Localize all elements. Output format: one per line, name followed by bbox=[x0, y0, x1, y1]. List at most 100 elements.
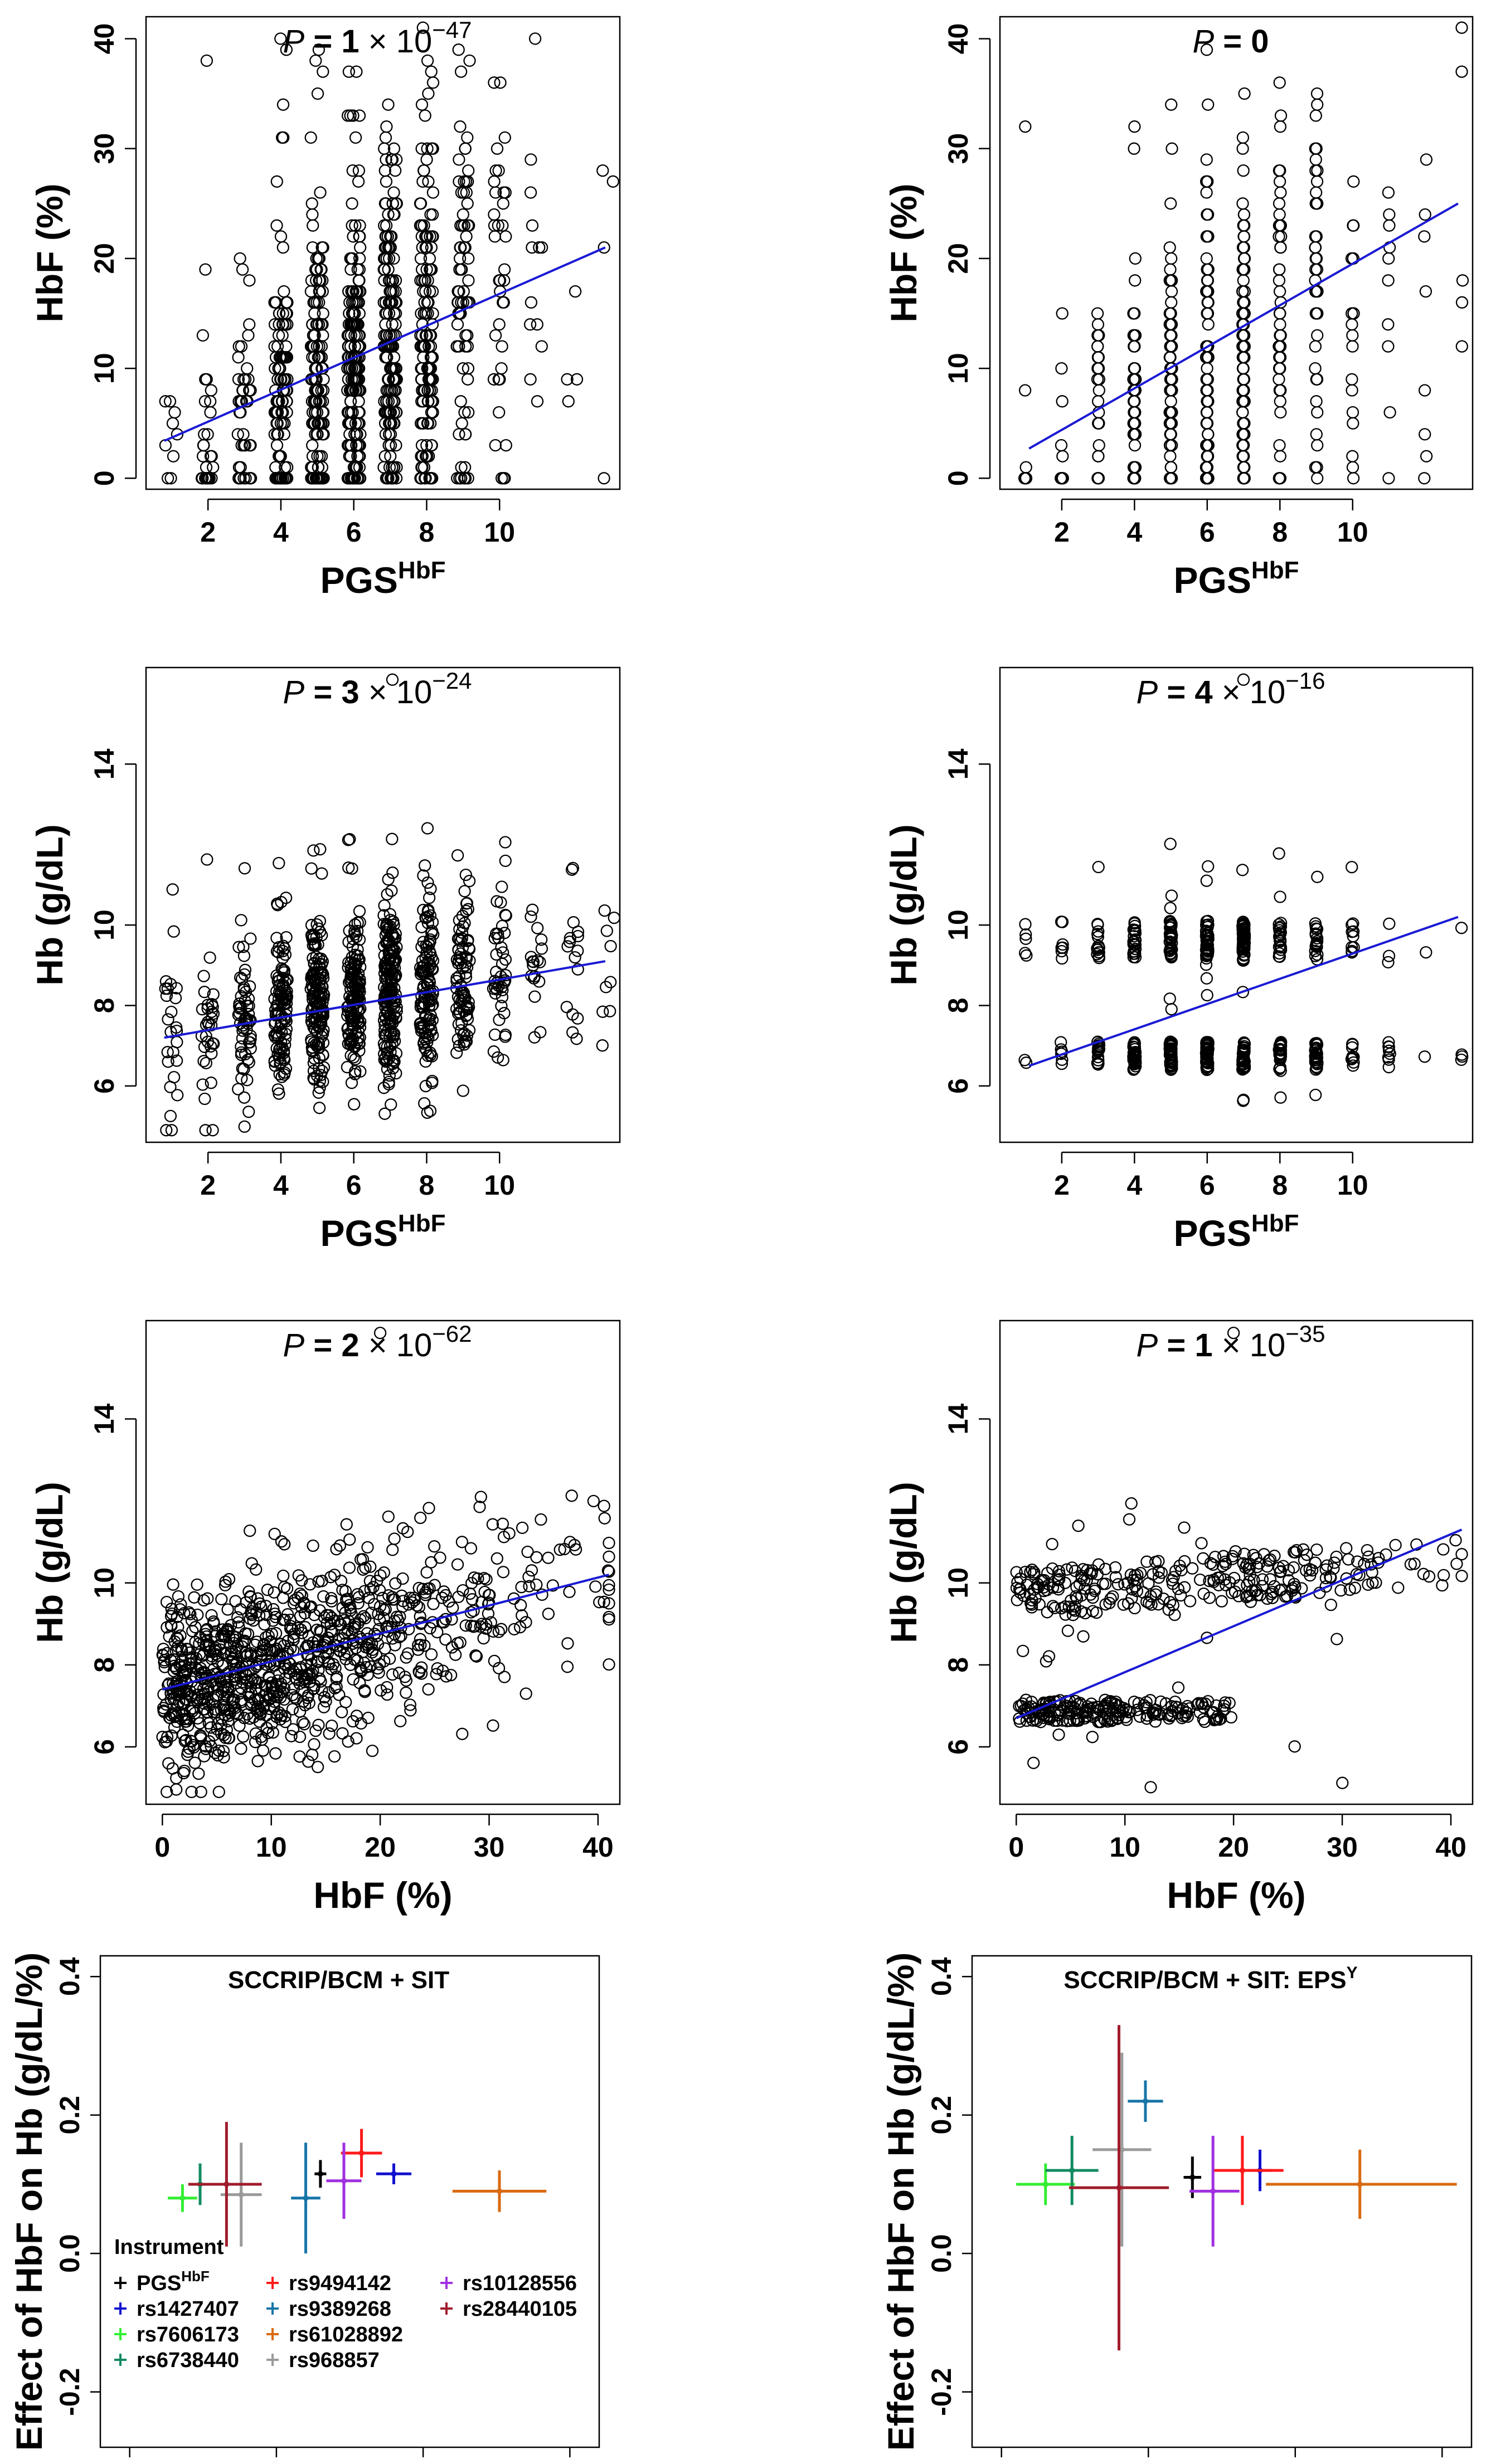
data-point bbox=[300, 1668, 313, 1682]
y-tick-label: 8 bbox=[89, 1657, 120, 1673]
x-axis-label-main: PGS bbox=[1174, 559, 1251, 601]
data-point bbox=[305, 1749, 319, 1761]
data-point bbox=[348, 1098, 361, 1111]
y-tick-label: 14 bbox=[89, 748, 120, 780]
data-point bbox=[1163, 307, 1176, 320]
x-tick-label: 10 bbox=[484, 1170, 515, 1201]
data-point bbox=[1347, 917, 1359, 930]
data-point bbox=[242, 1000, 255, 1012]
p-equals: = bbox=[304, 23, 341, 60]
data-point bbox=[460, 230, 473, 243]
data-point bbox=[482, 1589, 496, 1601]
data-point bbox=[349, 1642, 362, 1654]
estimate-point bbox=[1142, 2098, 1148, 2104]
data-point bbox=[419, 109, 431, 122]
data-point bbox=[313, 1604, 326, 1617]
data-point bbox=[606, 175, 619, 188]
data-point bbox=[463, 1024, 476, 1037]
data-point bbox=[387, 1031, 400, 1044]
data-point bbox=[197, 970, 210, 982]
data-point bbox=[1092, 860, 1105, 874]
data-point bbox=[380, 197, 392, 210]
data-point bbox=[421, 417, 435, 430]
data-point bbox=[159, 395, 172, 408]
data-point bbox=[498, 131, 511, 144]
data-point bbox=[377, 1037, 391, 1050]
data-point bbox=[603, 1597, 615, 1610]
data-point bbox=[381, 989, 395, 1002]
data-point bbox=[1309, 362, 1322, 375]
data-point bbox=[1164, 406, 1177, 419]
data-point bbox=[342, 861, 355, 874]
data-point bbox=[535, 241, 548, 254]
y-tick-label: 20 bbox=[943, 243, 974, 274]
data-point bbox=[1109, 1561, 1122, 1574]
x-tick-label: 10 bbox=[484, 517, 515, 548]
data-point bbox=[1129, 274, 1142, 287]
data-point bbox=[492, 373, 505, 386]
data-point bbox=[171, 1089, 184, 1102]
data-point bbox=[1237, 450, 1250, 462]
data-point bbox=[499, 854, 512, 868]
data-point bbox=[454, 1636, 467, 1649]
data-point bbox=[408, 1594, 421, 1606]
data-point bbox=[351, 949, 364, 962]
data-point bbox=[363, 1575, 376, 1588]
data-point bbox=[492, 219, 504, 232]
y-tick-label: 14 bbox=[943, 1404, 974, 1435]
data-point bbox=[1237, 439, 1250, 452]
x-tick-label: 5 bbox=[1288, 2460, 1303, 2464]
data-point bbox=[1118, 1578, 1131, 1591]
data-point bbox=[1164, 930, 1177, 943]
data-point bbox=[457, 986, 470, 999]
data-point bbox=[454, 120, 467, 133]
data-point bbox=[468, 1620, 482, 1633]
data-point bbox=[1164, 263, 1177, 276]
data-point bbox=[306, 1044, 319, 1056]
data-point bbox=[1019, 918, 1032, 931]
data-point bbox=[1197, 1713, 1210, 1726]
data-point bbox=[353, 274, 366, 287]
data-point bbox=[157, 1702, 170, 1715]
data-point bbox=[459, 1619, 472, 1632]
data-point bbox=[196, 1688, 209, 1701]
data-point bbox=[308, 957, 320, 970]
data-point bbox=[423, 892, 436, 904]
data-point bbox=[536, 1588, 548, 1601]
data-point bbox=[1279, 1590, 1292, 1603]
x-axis: 0 10 20 30 40 bbox=[154, 1813, 614, 1863]
data-point bbox=[1133, 1710, 1147, 1723]
data-point bbox=[1143, 1596, 1155, 1609]
instrument-estimate bbox=[1045, 2135, 1099, 2205]
data-point bbox=[161, 1621, 173, 1634]
data-point bbox=[402, 1623, 415, 1635]
data-point bbox=[269, 1644, 281, 1657]
data-point bbox=[1449, 1534, 1462, 1547]
y-axis: -0.20.00.20.4 bbox=[926, 1957, 972, 2416]
data-point bbox=[1382, 1040, 1395, 1053]
data-point bbox=[266, 1726, 279, 1739]
data-point bbox=[499, 836, 512, 849]
data-point bbox=[1172, 1582, 1184, 1595]
x-tick-label: 30 bbox=[474, 1832, 505, 1863]
x-axis-label-sup: HbF bbox=[1251, 557, 1299, 584]
data-point bbox=[387, 472, 400, 485]
data-point bbox=[525, 296, 538, 309]
data-point bbox=[231, 1708, 244, 1721]
data-point bbox=[207, 988, 220, 1001]
data-point bbox=[1342, 1553, 1355, 1566]
data-point bbox=[425, 1556, 438, 1569]
data-point bbox=[393, 1630, 406, 1644]
data-point bbox=[249, 1727, 262, 1740]
p-symbol: P bbox=[283, 23, 305, 60]
data-point bbox=[171, 428, 184, 441]
data-point bbox=[1128, 1601, 1141, 1615]
data-point bbox=[1208, 1550, 1222, 1564]
y-tick-label: -0.2 bbox=[54, 2368, 85, 2416]
data-point bbox=[313, 925, 327, 938]
data-point bbox=[346, 951, 358, 964]
data-point bbox=[1273, 208, 1286, 221]
data-point bbox=[277, 131, 290, 144]
data-point bbox=[451, 849, 464, 862]
x-tick-label: 6 bbox=[346, 517, 362, 548]
